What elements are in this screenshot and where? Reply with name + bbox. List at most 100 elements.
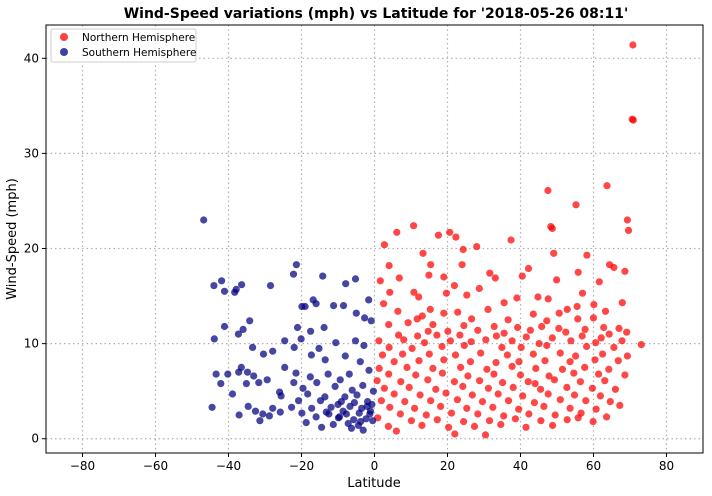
- southern-point: [295, 397, 303, 405]
- northern-point: [393, 228, 401, 236]
- northern-point: [377, 397, 385, 405]
- northern-point: [467, 338, 475, 346]
- northern-point: [425, 350, 433, 358]
- southern-point: [210, 335, 218, 343]
- northern-point: [380, 241, 388, 249]
- southern-point: [288, 403, 296, 411]
- x-axis-ticks: −80 −60 −40 −20 0 20 40 60 80: [70, 453, 674, 473]
- southern-point: [246, 317, 254, 325]
- northern-point: [427, 261, 435, 269]
- northern-point: [581, 325, 589, 333]
- northern-point: [411, 404, 419, 412]
- northern-point: [535, 340, 543, 348]
- x-axis-label: Latitude: [347, 476, 401, 491]
- southern-point: [327, 403, 335, 411]
- southern-point: [256, 417, 264, 425]
- northern-point: [553, 276, 561, 284]
- northern-point: [492, 332, 500, 340]
- northern-point: [474, 326, 482, 334]
- northern-point: [450, 282, 458, 290]
- northern-point: [590, 301, 598, 309]
- southern-point: [218, 277, 226, 285]
- southern-point: [220, 287, 229, 295]
- northern-point: [595, 278, 603, 286]
- southern-point: [289, 270, 298, 278]
- northern-point: [408, 344, 416, 352]
- northern-point: [526, 326, 535, 334]
- southern-point: [276, 408, 284, 416]
- northern-point: [457, 363, 465, 371]
- northern-point: [623, 352, 632, 360]
- x-tick-label: −80: [70, 459, 95, 473]
- northern-point: [563, 416, 571, 424]
- x-tick-label: −20: [289, 459, 314, 473]
- southern-point: [235, 411, 243, 419]
- northern-point: [395, 331, 403, 339]
- northern-point: [504, 397, 513, 405]
- northern-point: [475, 284, 483, 293]
- northern-point: [555, 309, 563, 317]
- chart-title: Wind-Speed variations (mph) vs Latitude …: [124, 6, 629, 22]
- northern-point: [623, 216, 632, 224]
- southern-point: [321, 356, 329, 364]
- x-tick-label: 0: [371, 459, 379, 473]
- northern-point: [390, 390, 398, 398]
- northern-point: [601, 377, 609, 385]
- northern-point: [413, 315, 421, 323]
- northern-point: [410, 222, 418, 230]
- northern-point: [531, 380, 539, 388]
- southern-point: [302, 419, 310, 427]
- northern-point: [623, 328, 631, 336]
- northern-point: [629, 41, 637, 49]
- northern-point: [440, 309, 448, 317]
- northern-point: [468, 391, 476, 399]
- northern-point: [515, 405, 523, 413]
- northern-point: [538, 322, 546, 331]
- northern-point: [481, 431, 490, 439]
- northern-point: [610, 263, 618, 272]
- southern-point: [316, 397, 325, 405]
- northern-point: [404, 319, 412, 327]
- northern-point: [385, 262, 393, 270]
- northern-point: [541, 357, 549, 365]
- southern-point: [308, 404, 316, 412]
- southern-point: [290, 343, 298, 351]
- legend: Northern Hemisphere Southern Hemisphere: [50, 28, 197, 63]
- southern-point: [350, 399, 358, 407]
- northern-point: [447, 409, 456, 417]
- southern-point: [220, 322, 229, 331]
- southern-point: [244, 402, 252, 410]
- northern-point: [385, 321, 393, 329]
- northern-point: [466, 358, 475, 366]
- northern-point: [499, 379, 507, 387]
- southern-point: [231, 288, 239, 296]
- northern-point: [400, 336, 408, 344]
- northern-point: [500, 412, 508, 420]
- northern-point: [591, 356, 599, 364]
- northern-point: [432, 385, 440, 393]
- southern-point: [348, 386, 356, 394]
- northern-point: [482, 336, 490, 344]
- northern-point: [545, 372, 553, 380]
- northern-point: [392, 427, 400, 435]
- northern-point: [390, 358, 398, 366]
- southern-point: [353, 391, 361, 399]
- northern-point: [582, 397, 590, 405]
- northern-point: [573, 302, 581, 311]
- southern-point: [363, 402, 371, 410]
- northern-point: [426, 305, 434, 313]
- northern-point: [397, 378, 405, 386]
- southern-point: [228, 390, 237, 398]
- northern-point: [507, 236, 515, 244]
- northern-point: [576, 378, 585, 386]
- legend-marker-southern: [60, 48, 68, 56]
- northern-point: [543, 317, 551, 325]
- northern-point: [429, 364, 437, 372]
- northern-point: [386, 288, 394, 296]
- southern-point: [356, 358, 364, 366]
- northern-point: [497, 420, 505, 429]
- northern-point: [529, 350, 537, 358]
- northern-point: [549, 421, 557, 429]
- northern-point: [492, 359, 500, 367]
- southern-point: [299, 384, 307, 392]
